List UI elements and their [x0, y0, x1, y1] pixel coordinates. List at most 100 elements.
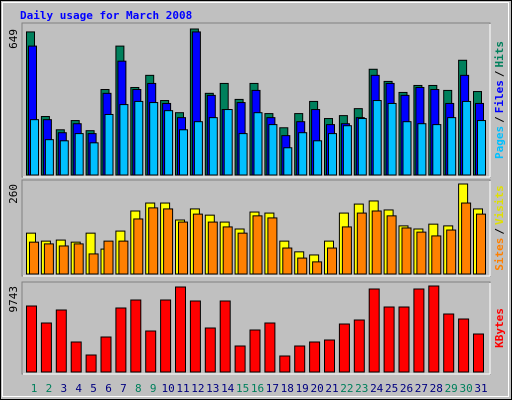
legend: KBytes [493, 308, 506, 348]
x-tick-label: 30 [459, 382, 472, 395]
legend-separator: / [493, 116, 506, 123]
x-tick-label: 21 [325, 382, 338, 395]
bar [44, 139, 54, 176]
bar [267, 217, 278, 275]
bar [73, 243, 84, 275]
x-tick-label: 14 [221, 382, 235, 395]
x-tick-label: 2 [46, 382, 53, 395]
x-tick-label: 12 [191, 382, 204, 395]
bar [309, 341, 321, 373]
bar [356, 212, 367, 275]
x-tick-label: 5 [90, 382, 97, 395]
x-tick-label: 22 [340, 382, 353, 395]
bar [149, 102, 159, 176]
bar [324, 339, 335, 373]
bar [443, 313, 455, 373]
bar [428, 285, 440, 373]
x-tick-label: 18 [281, 382, 294, 395]
bar [294, 345, 306, 373]
x-tick-label: 4 [75, 382, 82, 395]
y-tick-label: 9743 [7, 286, 20, 313]
x-tick-label: 8 [135, 382, 142, 395]
x-tick-label: 20 [310, 382, 323, 395]
bar [55, 309, 67, 373]
bar [178, 221, 188, 275]
bar [43, 243, 54, 275]
bar [237, 232, 248, 275]
x-tick-label: 24 [370, 382, 384, 395]
bar [175, 286, 186, 373]
x-tick-label: 10 [161, 382, 174, 395]
bar [372, 100, 382, 176]
bar [145, 330, 157, 373]
bar [327, 247, 337, 275]
bar [207, 221, 218, 275]
x-tick-label: 27 [415, 382, 428, 395]
x-tick-label: 9 [150, 382, 157, 395]
legend-entry: Sites [493, 238, 506, 271]
bar [252, 215, 263, 275]
bar [104, 113, 114, 176]
bar [189, 300, 201, 373]
bar [413, 288, 425, 373]
bar [238, 133, 248, 176]
bar [283, 147, 293, 176]
bar [179, 129, 188, 176]
bar [297, 257, 308, 275]
legend: Sites / Visits [493, 185, 506, 271]
x-tick-label: 26 [400, 382, 413, 395]
bar [282, 247, 293, 275]
bar [328, 133, 337, 176]
bar [118, 240, 129, 275]
bar [148, 207, 159, 275]
bar [402, 121, 412, 176]
legend-separator: / [493, 70, 506, 77]
x-tick-label: 13 [206, 382, 219, 395]
bar [29, 241, 39, 275]
bar [342, 125, 352, 176]
bar [234, 345, 246, 373]
bar [383, 306, 395, 373]
bar [264, 322, 276, 373]
bar [70, 341, 82, 373]
x-tick-label: 31 [474, 382, 487, 395]
bar [192, 213, 203, 275]
bar [446, 229, 457, 275]
bar [386, 215, 397, 275]
x-tick-label: 1 [31, 382, 38, 395]
legend-entry: Files [493, 80, 506, 113]
x-tick-label: 17 [266, 382, 279, 395]
bar [461, 202, 472, 275]
x-tick-label: 19 [296, 382, 309, 395]
bar [371, 210, 382, 275]
x-tick-label: 15 [236, 382, 249, 395]
bar [59, 140, 69, 176]
bar [298, 132, 308, 176]
bar [85, 354, 97, 373]
legend-entry: Visits [493, 185, 506, 225]
bar [100, 336, 112, 373]
bar [458, 318, 470, 373]
bar [398, 306, 410, 373]
x-tick-label: 25 [385, 382, 398, 395]
x-tick-label: 23 [355, 382, 368, 395]
x-tick-label: 16 [251, 382, 264, 395]
bar [160, 299, 172, 373]
legend-entry: KBytes [493, 308, 506, 348]
bar [193, 121, 203, 176]
y-tick-label: 649 [7, 29, 20, 49]
bar [416, 231, 427, 275]
x-tick-label: 28 [430, 382, 443, 395]
bar [58, 245, 69, 275]
bar [417, 123, 427, 176]
bar [88, 253, 99, 275]
x-tick-label: 7 [120, 382, 127, 395]
bar [387, 102, 397, 176]
bar [134, 100, 144, 176]
bar [357, 118, 367, 176]
bar [40, 322, 52, 373]
bar [473, 333, 484, 373]
bar [204, 327, 216, 373]
chart-title: Daily usage for March 2008 [20, 9, 192, 22]
